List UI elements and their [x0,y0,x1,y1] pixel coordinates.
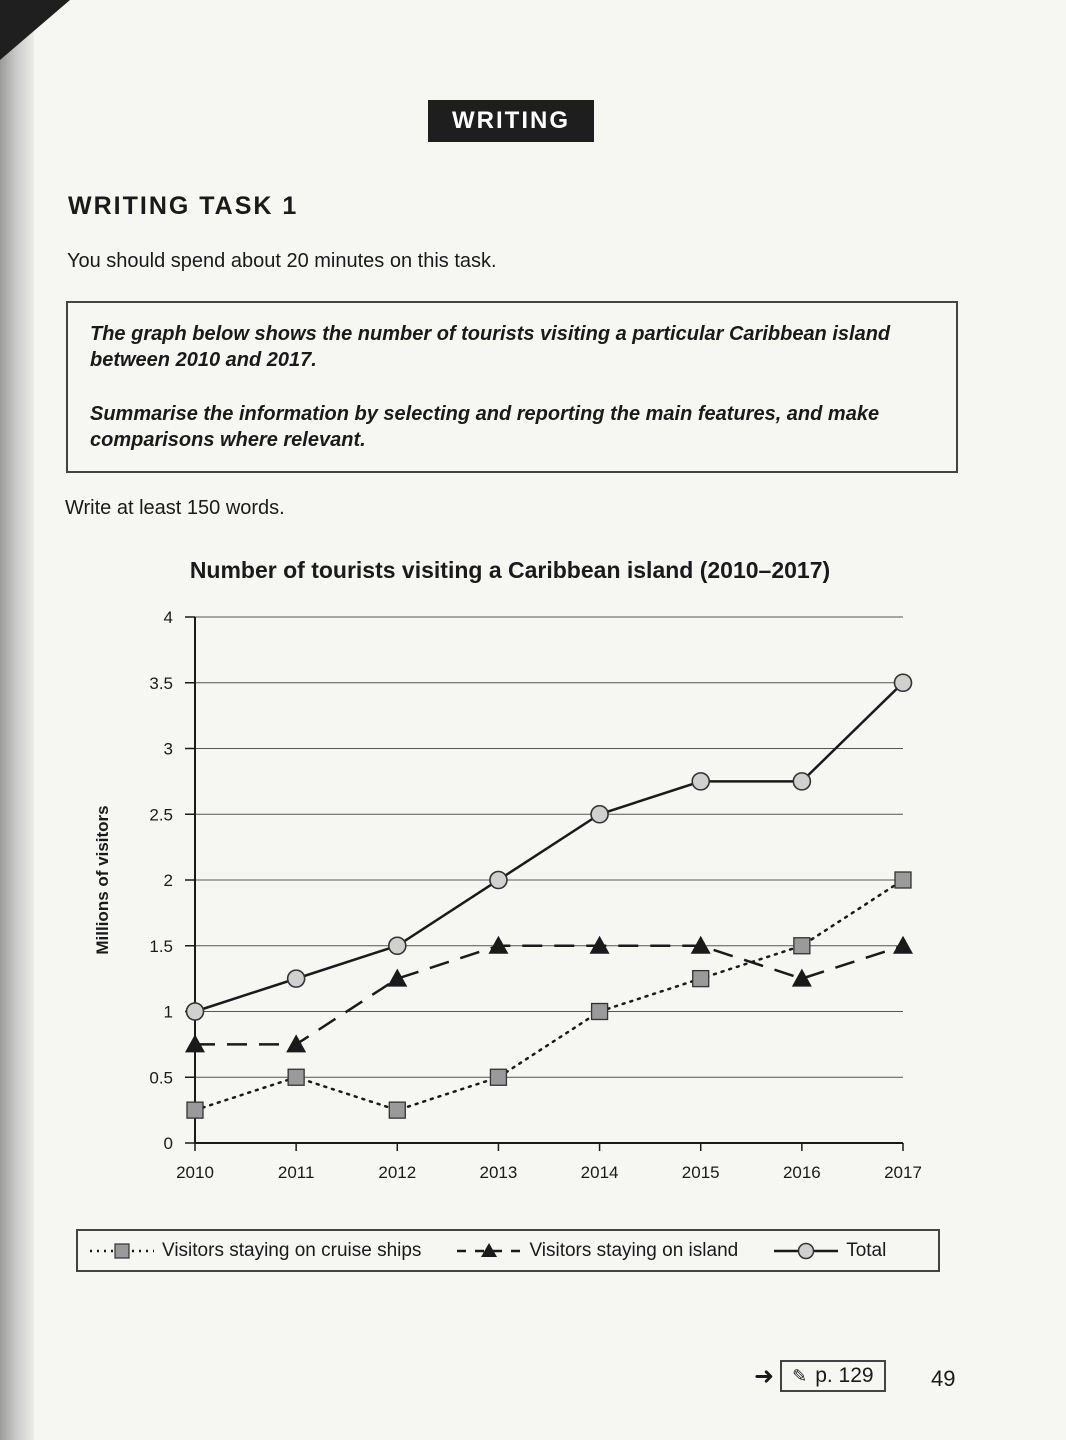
point-circle-2016 [792,772,812,791]
y-tick-label-1: 1 [164,1003,173,1022]
point-triangle-2017 [893,935,913,954]
series-line-triangle [195,944,904,1046]
word-count-instruction: Write at least 150 words. [65,497,285,519]
task-instruction: You should spend about 20 minutes on thi… [67,250,497,272]
legend-label-island: Visitors staying on island [529,1239,739,1261]
point-triangle-2011 [286,1034,307,1053]
series-line-square [193,878,905,1112]
point-square-2011 [287,1068,305,1086]
task-title: WRITING TASK 1 [68,192,299,220]
page-number: 49 [931,1366,956,1391]
page-ref-box: ✎ p. 129 [780,1360,886,1392]
point-square-2010 [186,1101,204,1119]
point-square-2016 [793,937,811,955]
point-triangle-2014 [589,935,610,954]
point-square-2017 [894,871,912,889]
y-tick-label-3: 3 [164,740,173,759]
point-triangle-2012 [387,968,408,987]
page-corner [0,0,70,60]
y-tick-label-3.5: 3.5 [149,674,173,693]
y-tick-label-0: 0 [164,1134,173,1153]
y-tick-label-4: 4 [164,608,173,627]
x-tick-label-2016: 2016 [783,1163,821,1182]
point-circle-2014 [590,804,609,824]
section-badge: WRITING [428,100,594,142]
line-chart: Number of tourists visiting a Caribbean … [93,557,922,1182]
y-axis-ticks: 0 0.5 1 1.5 2 2.5 3 3.5 4 [149,608,195,1153]
legend-item-cruise: Visitors staying on cruise ships [88,1240,421,1262]
legend-item-total: Total [772,1240,886,1262]
legend-swatch-cruise [90,1242,154,1259]
point-square-2013 [489,1068,508,1086]
point-circle-2010 [185,1002,205,1021]
y-axis-label: Millions of visitors [93,805,112,954]
x-axis-ticks: 2010 2011 2012 2013 2014 2015 2016 2017 [176,1143,922,1182]
x-tick-label-2010: 2010 [176,1163,214,1182]
arrow-right-icon: ➜ [754,1362,775,1390]
section-label: WRITING [452,107,570,134]
x-tick-label-2017: 2017 [884,1163,922,1182]
page-reference: ➜ ✎ p. 129 [754,1360,886,1392]
point-triangle-2010 [185,1034,205,1053]
page-spine-shadow [0,0,34,1440]
x-tick-label-2013: 2013 [480,1163,518,1182]
x-tick-label-2015: 2015 [682,1163,720,1182]
legend-item-island: Visitors staying on island [455,1240,738,1262]
point-circle-2015 [691,772,711,791]
point-circle-2017 [893,673,913,693]
legend-label-total: Total [846,1239,887,1261]
task-prompt-line-2: Summarise the information by selecting a… [90,403,880,451]
y-tick-label-1.5: 1.5 [149,937,173,956]
series-line-circle [194,681,904,1013]
legend-swatch-island [457,1242,522,1257]
legend-label-cruise: Visitors staying on cruise ships [162,1239,422,1261]
chart-title: Number of tourists visiting a Caribbean … [190,557,830,583]
x-tick-label-2012: 2012 [378,1163,416,1182]
chart-gridlines [195,616,903,1078]
x-tick-label-2011: 2011 [278,1163,315,1182]
point-square-2015 [692,969,710,988]
x-tick-label-2014: 2014 [581,1163,619,1182]
chart-legend: Visitors staying on cruise ships Visitor… [76,1229,940,1272]
y-tick-label-2: 2 [164,871,173,890]
task-prompt-line-1: The graph below shows the number of tour… [90,323,891,371]
point-square-2014 [590,1002,609,1021]
chart-series [185,673,913,1119]
point-triangle-2013 [488,935,509,954]
point-square-2012 [388,1101,406,1119]
point-triangle-2015 [690,935,711,954]
y-tick-label-0.5: 0.5 [149,1068,173,1087]
page-ref-label: p. 129 [815,1364,874,1387]
point-circle-2011 [286,969,306,988]
task-prompt-box: The graph below shows the number of tour… [66,301,958,473]
point-circle-2013 [489,870,508,890]
legend-swatch-total [774,1242,839,1259]
point-triangle-2016 [791,968,812,987]
point-circle-2012 [387,936,407,956]
pencil-icon: ✎ [792,1365,808,1386]
y-tick-label-2.5: 2.5 [149,805,173,824]
